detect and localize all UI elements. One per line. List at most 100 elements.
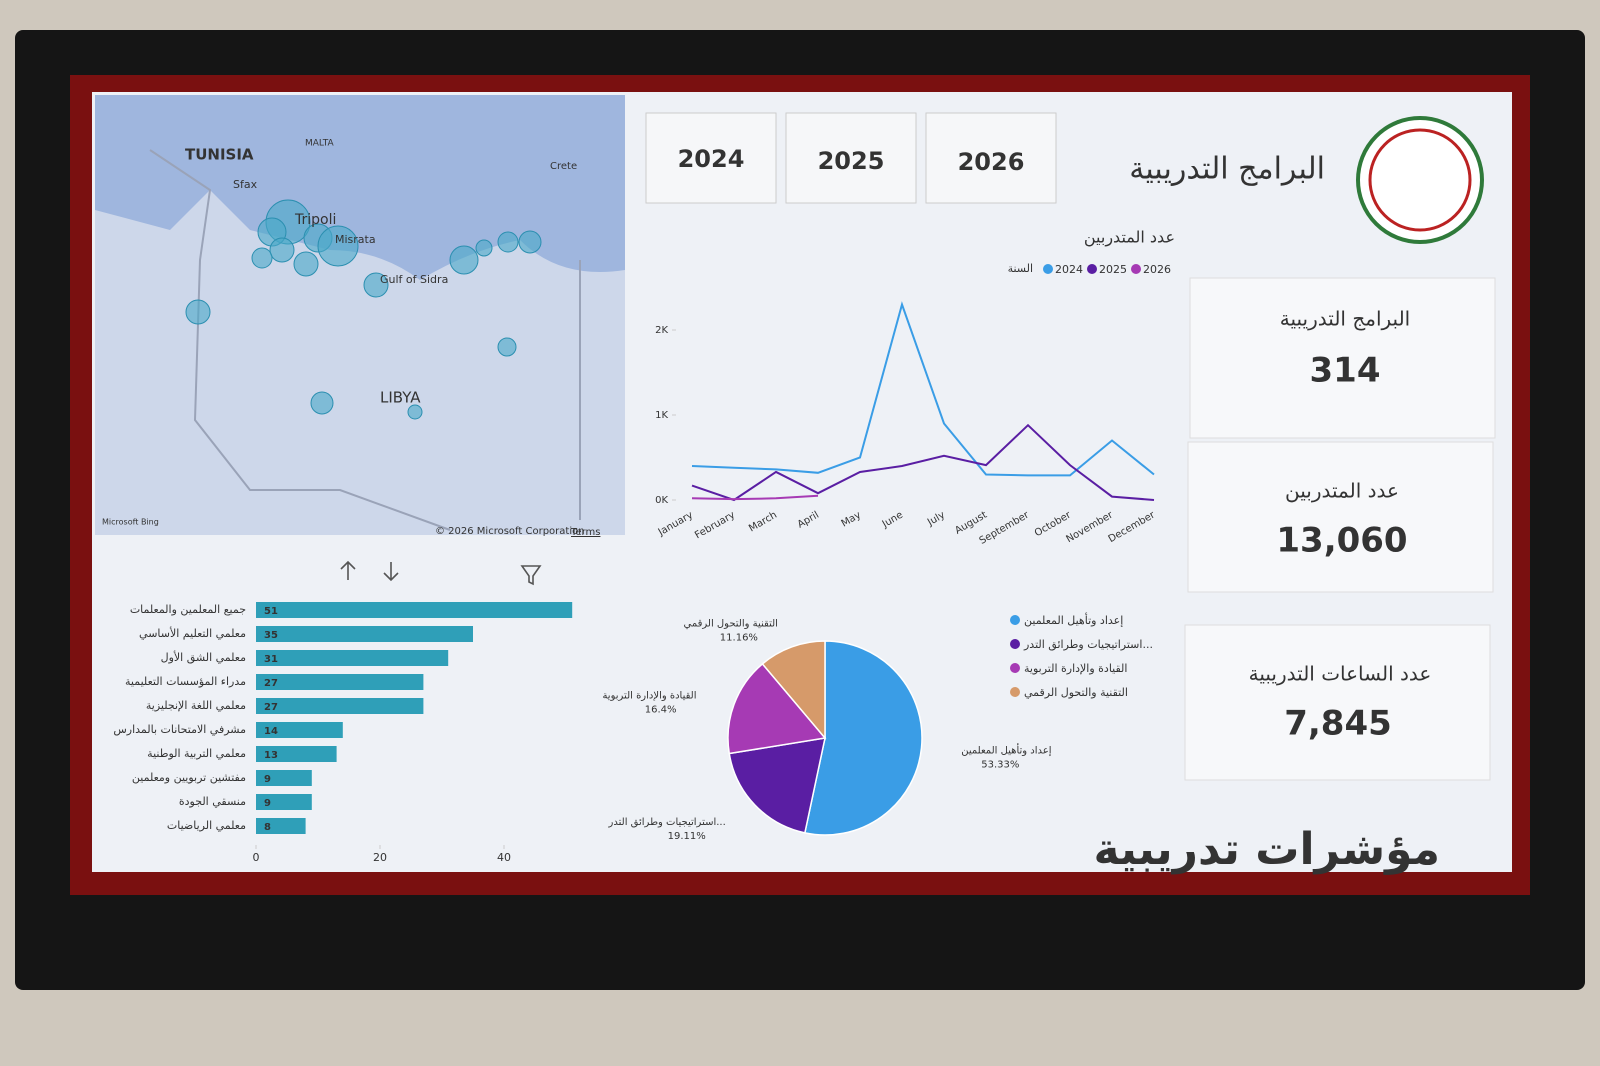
map-bubble — [407, 404, 423, 420]
logo-ring — [1368, 128, 1472, 232]
pie-value-label: 11.16% — [720, 632, 758, 643]
pie-slice — [727, 662, 827, 755]
x-tick-label: 40 — [497, 851, 511, 864]
legend-swatch — [1131, 264, 1141, 274]
y-tick-label: مشرفي الامتحانات بالمدارس — [113, 723, 246, 736]
y-tick-label: 1K — [655, 410, 668, 421]
legend-label: إعداد وتأهيل المعلمين — [1024, 612, 1123, 627]
map-bubble — [310, 391, 334, 415]
kpi-value: 13,060 — [1276, 521, 1407, 561]
map-bubble — [449, 245, 479, 275]
legend-label: القيادة والإدارة التربوية — [1024, 662, 1127, 675]
map-copyright: © 2026 Microsoft Corporation — [435, 526, 585, 537]
toolbar-icons[interactable] — [340, 560, 542, 586]
y-tick-label: معلمي التعليم الأساسي — [139, 626, 246, 640]
sea — [95, 95, 625, 280]
kpi-card — [1184, 624, 1491, 781]
pie-slice — [761, 640, 826, 741]
borders — [149, 149, 581, 531]
map-bubble — [251, 247, 273, 269]
bar-value-label: 9 — [264, 774, 271, 785]
kpi-label: عدد المتدربين — [1285, 479, 1399, 503]
legend-label: 2024 — [1055, 263, 1083, 276]
pie-label: استراتيجيات وطرائق التدر... — [608, 817, 726, 828]
map-label: Sfax — [233, 178, 258, 191]
y-tick-label: 2K — [655, 325, 668, 336]
legend-label: التقنية والتحول الرقمي — [1024, 686, 1128, 699]
y-tick-label: معلمي التربية الوطنية — [147, 747, 246, 760]
bar — [256, 674, 424, 690]
logo — [1356, 116, 1484, 244]
bar — [256, 794, 312, 810]
bar — [256, 722, 343, 738]
year-button[interactable] — [785, 112, 917, 204]
year-label[interactable]: 2024 — [678, 145, 745, 173]
bar-value-label: 14 — [264, 726, 278, 737]
legend-label: 2026 — [1143, 263, 1171, 276]
y-tick-label: مدراء المؤسسات التعليمية — [125, 675, 246, 688]
legend-label: 2025 — [1099, 263, 1127, 276]
kpi-value: 314 — [1310, 351, 1381, 391]
legend-swatch — [1010, 663, 1020, 673]
bar-value-label: 9 — [264, 798, 271, 809]
bar — [256, 626, 473, 642]
year-label[interactable]: 2026 — [958, 148, 1025, 176]
kpi-card — [1189, 277, 1496, 439]
y-tick-label: منسقي الجودة — [179, 795, 246, 808]
bar-value-label: 27 — [264, 702, 278, 713]
map-bubble — [363, 272, 389, 298]
y-tick-label: معلمي اللغة الإنجليزية — [146, 699, 246, 712]
map-bubbles — [185, 199, 542, 420]
pie-slice — [728, 737, 826, 834]
bar — [256, 602, 573, 618]
bar — [256, 770, 312, 786]
map-provider: Microsoft Bing — [102, 518, 159, 527]
line-series — [691, 423, 1155, 502]
year-button[interactable] — [925, 112, 1057, 204]
bar — [256, 818, 306, 834]
pie-value-label: 53.33% — [981, 760, 1019, 771]
map-bubble — [185, 299, 211, 325]
bar-value-label: 13 — [264, 750, 278, 761]
legend-swatch — [1010, 615, 1020, 625]
map-label: MALTA — [305, 139, 334, 149]
legend-swatch — [1010, 687, 1020, 697]
kpi-label: البرامج التدريبية — [1280, 307, 1410, 331]
map-bubble — [269, 237, 295, 263]
pie-label: القيادة والإدارة التربوية — [602, 691, 696, 702]
year-label[interactable]: 2025 — [818, 147, 885, 175]
line-series — [691, 494, 819, 501]
watermark: مؤشرات تدريبية — [1094, 824, 1440, 875]
bar — [256, 698, 424, 714]
map-bubble — [317, 225, 359, 267]
y-tick-label: 0K — [655, 495, 668, 506]
map-label: Tripoli — [294, 212, 336, 228]
bar-value-label: 31 — [264, 654, 278, 665]
y-tick-label: معلمي الشق الأول — [161, 650, 246, 665]
year-button[interactable] — [645, 112, 777, 204]
map-label: LIBYA — [380, 389, 421, 407]
legend-label: استراتيجيات وطرائق التدر... — [1023, 638, 1153, 652]
bar — [256, 746, 337, 762]
legend-swatch — [1043, 264, 1053, 274]
kpi-label: عدد الساعات التدريبية — [1249, 662, 1432, 686]
y-tick-label: معلمي الرياضيات — [167, 819, 246, 832]
map-label: Misrata — [335, 233, 376, 246]
map-terms[interactable]: Terms — [570, 527, 600, 538]
legend-swatch — [1010, 639, 1020, 649]
map-label: Gulf of Sidra — [380, 273, 448, 286]
map-bubble — [293, 251, 319, 277]
bar-value-label: 35 — [264, 630, 278, 641]
pie-label: التقنية والتحول الرقمي — [683, 618, 777, 629]
y-tick-label: جميع المعلمين والمعلمات — [130, 603, 246, 616]
legend-title: السنة — [1008, 262, 1033, 275]
kpi-value: 7,845 — [1284, 704, 1392, 744]
pie-value-label: 19.11% — [668, 831, 706, 842]
legend-swatch — [1087, 264, 1097, 274]
pie-slice — [803, 640, 923, 836]
bar-value-label: 27 — [264, 678, 278, 689]
bar-value-label: 51 — [264, 606, 278, 617]
map-label: Crete — [550, 161, 577, 172]
line-title: عدد المتدربين — [1084, 228, 1175, 248]
